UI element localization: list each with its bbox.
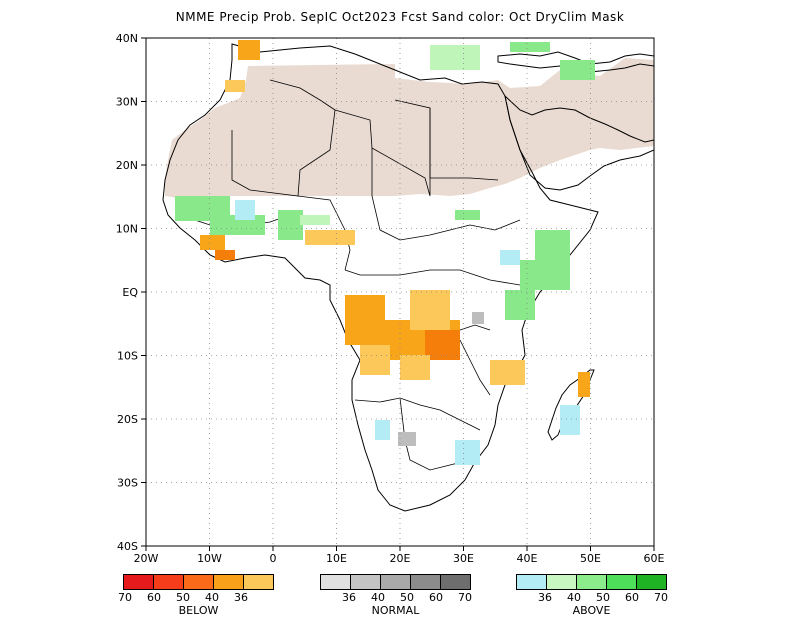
lon-label: 40E bbox=[517, 552, 538, 565]
below-swatch-40 bbox=[214, 575, 244, 589]
above-legend: 36 40 50 60 70 ABOVE bbox=[516, 574, 668, 617]
coastline bbox=[162, 43, 654, 512]
below-swatch-70 bbox=[124, 575, 154, 589]
above-swatch-5 bbox=[637, 575, 666, 589]
above-tick: 36 bbox=[538, 591, 552, 604]
below-tick: 36 bbox=[234, 591, 248, 604]
below-swatch-60 bbox=[154, 575, 184, 589]
above-tick: 50 bbox=[596, 591, 610, 604]
lat-label: 20N bbox=[116, 159, 138, 172]
above-colorbar bbox=[516, 574, 667, 590]
lat-label: 30N bbox=[116, 96, 138, 109]
lat-label: 10S bbox=[117, 350, 138, 363]
above-swatch-3 bbox=[577, 575, 607, 589]
lon-label: 0 bbox=[270, 552, 277, 565]
normal-swatch-4 bbox=[411, 575, 441, 589]
normal-swatch-2 bbox=[351, 575, 381, 589]
longitude-labels: 20W 10W 0 10E 20E 30E 40E 50E 60E bbox=[134, 552, 665, 565]
lon-label: 20W bbox=[134, 552, 159, 565]
below-colorbar bbox=[123, 574, 274, 590]
normal-tick: 70 bbox=[458, 591, 472, 604]
below-tick: 60 bbox=[147, 591, 161, 604]
normal-tick: 36 bbox=[342, 591, 356, 604]
normal-swatch-3 bbox=[381, 575, 411, 589]
above-swatch-2 bbox=[547, 575, 577, 589]
map-title: NMME Precip Prob. SepIC Oct2023 Fcst San… bbox=[175, 10, 625, 24]
lat-label: 20S bbox=[117, 413, 138, 426]
normal-tick: 60 bbox=[429, 591, 443, 604]
axis-ticks bbox=[141, 37, 655, 551]
below-swatch-36 bbox=[244, 575, 273, 589]
lat-label: 30S bbox=[117, 477, 138, 490]
lon-label: 60E bbox=[644, 552, 665, 565]
below-legend: 70 60 50 40 36 BELOW bbox=[118, 574, 274, 617]
normal-swatch-5 bbox=[441, 575, 470, 589]
normal-colorbar bbox=[320, 574, 471, 590]
above-tick: 40 bbox=[567, 591, 581, 604]
lon-label: 20E bbox=[390, 552, 411, 565]
above-tick: 60 bbox=[625, 591, 639, 604]
lon-label: 30E bbox=[453, 552, 474, 565]
lon-label: 10E bbox=[326, 552, 347, 565]
probability-cells bbox=[175, 40, 595, 465]
dry-mask-regions bbox=[165, 58, 654, 198]
lat-label: 10N bbox=[116, 223, 138, 236]
lat-label: 40N bbox=[116, 32, 138, 45]
above-swatch-4 bbox=[607, 575, 637, 589]
below-tick: 50 bbox=[176, 591, 190, 604]
normal-swatch-1 bbox=[321, 575, 351, 589]
below-tick: 70 bbox=[118, 591, 132, 604]
normal-legend: 36 40 50 60 70 NORMAL bbox=[320, 574, 472, 617]
lon-label: 50E bbox=[580, 552, 601, 565]
above-tick: 70 bbox=[654, 591, 668, 604]
normal-caption: NORMAL bbox=[371, 604, 420, 617]
lat-label: 40S bbox=[117, 540, 138, 553]
below-swatch-50 bbox=[184, 575, 214, 589]
normal-tick: 50 bbox=[400, 591, 414, 604]
above-caption: ABOVE bbox=[572, 604, 611, 617]
below-caption: BELOW bbox=[178, 604, 219, 617]
normal-tick: 40 bbox=[371, 591, 385, 604]
lon-label: 10W bbox=[197, 552, 222, 565]
latitude-labels: 40N 30N 20N 10N EQ 10S 20S 30S 40S bbox=[116, 32, 139, 553]
above-swatch-1 bbox=[517, 575, 547, 589]
below-tick: 40 bbox=[205, 591, 219, 604]
lat-label: EQ bbox=[122, 286, 138, 299]
